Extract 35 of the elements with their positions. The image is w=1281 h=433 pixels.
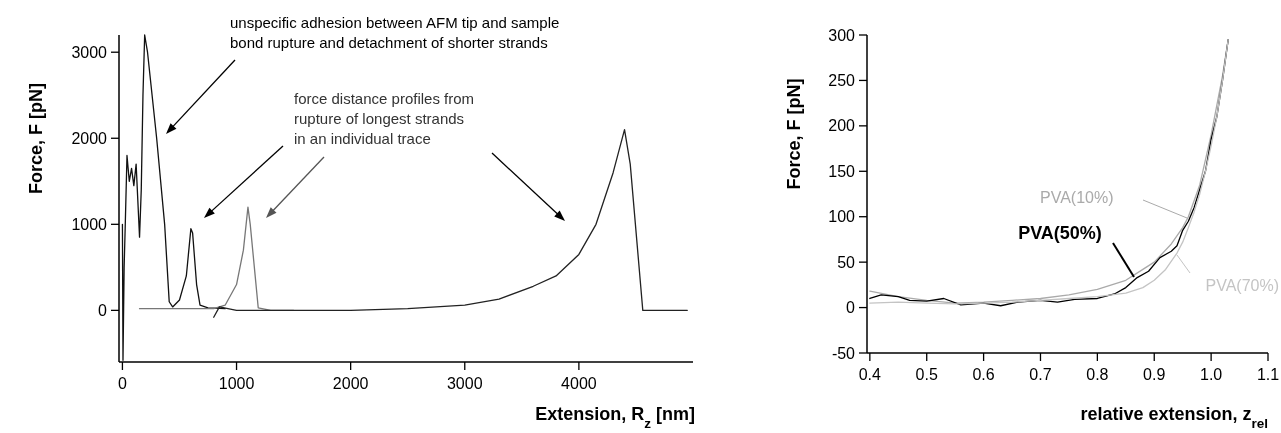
- x-tick-label: 0: [117, 375, 127, 392]
- x-tick-label: 2000: [332, 375, 369, 392]
- annotation: force distance profiles from rupture of longest strands in an individual trace: [294, 90, 475, 147]
- x-tick-label: 0.4: [858, 366, 882, 383]
- y-tick-label: 2000: [71, 129, 108, 147]
- y-tick-label: 3000: [71, 43, 108, 61]
- x-tick-label: 3000: [446, 375, 483, 392]
- x-axis-title: Extension, R$_{z}$ [nm]: [535, 404, 695, 431]
- text: PVA(10%): [1040, 189, 1114, 206]
- y-tick-label: 0: [846, 299, 856, 317]
- x-tick-label: 1.0: [1200, 366, 1223, 383]
- x-tick-label: 1000: [218, 375, 255, 392]
- y-tick-label: 100: [828, 208, 856, 226]
- y-tick-label: 0: [98, 301, 108, 319]
- x-tick-label: 4000: [561, 375, 597, 392]
- text: unspecific adhesion between AFM tip and sample: [230, 14, 560, 31]
- x-tick-label: 0.7: [1029, 366, 1052, 383]
- y-tick-label: 150: [828, 162, 856, 180]
- y-tick-label: 250: [828, 71, 856, 89]
- y-tick-label: -50: [831, 344, 856, 362]
- y-tick-label: 1000: [71, 215, 108, 233]
- y-axis-title: Force, F [pN]: [784, 78, 804, 190]
- x-tick-label: 0.8: [1086, 366, 1109, 383]
- x-tick-label: 0.6: [972, 366, 995, 383]
- y-tick-label: 200: [828, 117, 856, 135]
- x-tick-label: 0.5: [915, 366, 938, 383]
- x-tick-label: 0.9: [1143, 366, 1166, 383]
- text: PVA(70%): [1205, 277, 1279, 294]
- y-tick-label: 300: [828, 26, 856, 44]
- x-axis-title: relative extension, z$_{rel}$: [1080, 404, 1268, 431]
- annotation: bond rupture and detachment of shorter strands: [230, 34, 548, 51]
- x-tick-label: 1.1: [1256, 366, 1280, 383]
- y-tick-label: 50: [837, 253, 856, 271]
- text: PVA(50%): [1018, 223, 1102, 243]
- y-axis-title: Force, F [pN]: [26, 83, 46, 194]
